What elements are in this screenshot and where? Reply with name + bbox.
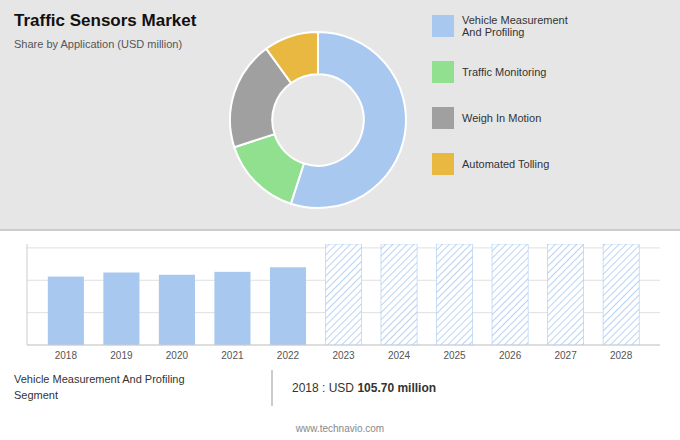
legend-label-line: Vehicle Measurement xyxy=(462,14,568,26)
bar-chart: 2018 2019 2020 2021 2022 2023 2024 2025 2026 2027… xyxy=(27,244,660,361)
panel-separator xyxy=(0,229,680,231)
legend-label: Weigh In Motion xyxy=(462,112,541,124)
donut xyxy=(230,32,406,208)
bar xyxy=(270,267,306,345)
bars xyxy=(48,244,639,345)
legend-label-line: Weigh In Motion xyxy=(462,112,541,124)
bar xyxy=(492,244,528,345)
bar xyxy=(548,244,584,345)
donut-slice xyxy=(266,32,318,83)
title: Traffic Sensors Market xyxy=(14,11,197,30)
x-tick-label: 2027 xyxy=(554,350,577,361)
x-axis-line xyxy=(27,345,660,346)
bar xyxy=(48,277,84,345)
grid-line xyxy=(27,345,660,346)
x-tick-label: 2019 xyxy=(110,350,133,361)
bar xyxy=(103,272,139,345)
footer-website: www.technavio.com xyxy=(295,423,384,434)
x-tick-label: 2022 xyxy=(277,350,300,361)
x-tick-label: 2023 xyxy=(332,350,355,361)
legend-label-line: Automated Tolling xyxy=(462,158,549,170)
x-tick-label: 2021 xyxy=(221,350,244,361)
legend-swatch xyxy=(432,15,454,37)
footer-year-label: 2018 : USD xyxy=(292,381,357,395)
legend-label-line: And Profiling xyxy=(462,26,524,38)
bar xyxy=(214,272,250,345)
bar xyxy=(381,244,417,345)
legend-label: Automated Tolling xyxy=(462,158,549,170)
chart-root: Traffic Sensors Market Share by Applicati… xyxy=(0,0,680,440)
legend-label-line: Traffic Monitoring xyxy=(462,66,546,78)
bar xyxy=(603,244,639,345)
x-tick-label: 2018 xyxy=(55,350,78,361)
legend-swatch xyxy=(432,107,454,129)
legend-swatch xyxy=(432,153,454,175)
x-tick-label: 2024 xyxy=(388,350,411,361)
footer-separator xyxy=(271,370,272,406)
footer-segment: Vehicle Measurement And Profiling xyxy=(14,373,185,385)
legend-label: Vehicle MeasurementAnd Profiling xyxy=(462,14,568,38)
legend: Vehicle MeasurementAnd Profiling Traffic … xyxy=(432,14,568,175)
x-tick-label: 2025 xyxy=(443,350,466,361)
y-axis-line xyxy=(27,244,28,345)
bar xyxy=(325,244,361,345)
footer-value-bold: 105.70 million xyxy=(357,381,436,395)
footer-value: 2018 : USD 105.70 million xyxy=(292,381,436,395)
legend-swatch xyxy=(432,61,454,83)
footer-segment: Segment xyxy=(14,389,58,401)
footer: Vehicle Measurement And Profiling Segment… xyxy=(14,370,436,434)
x-tick-label: 2020 xyxy=(166,350,189,361)
top-panel xyxy=(0,0,680,229)
x-tick-label: 2026 xyxy=(499,350,522,361)
x-tick-label: 2028 xyxy=(610,350,633,361)
bar xyxy=(159,275,195,345)
bar xyxy=(437,244,473,345)
subtitle: Share by Application (USD million) xyxy=(14,38,182,50)
legend-label: Traffic Monitoring xyxy=(462,66,546,78)
